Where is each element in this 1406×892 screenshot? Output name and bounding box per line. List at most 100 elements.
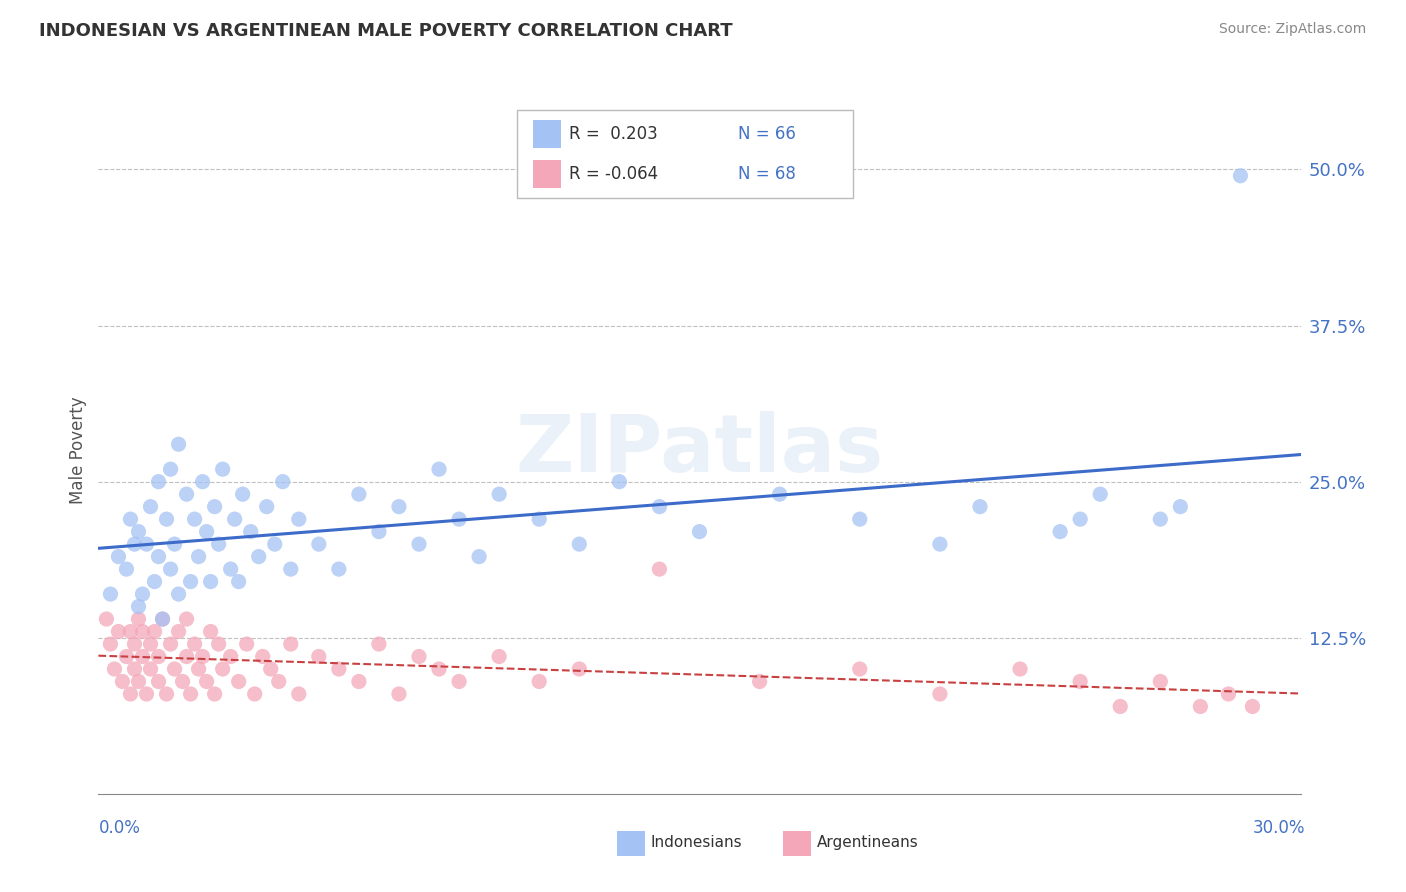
Point: [139, 637, 162, 651]
Y-axis label: Male Poverty: Male Poverty: [69, 397, 87, 504]
Text: Argentineans: Argentineans: [817, 836, 918, 850]
Point: [176, 649, 198, 664]
Point: [180, 574, 202, 589]
Point: [139, 662, 162, 676]
Point: [148, 674, 170, 689]
Point: [1149, 674, 1171, 689]
Point: [488, 487, 510, 501]
Point: [163, 537, 186, 551]
Point: [152, 612, 174, 626]
Point: [115, 562, 138, 576]
Point: [100, 587, 122, 601]
Point: [288, 687, 311, 701]
Point: [155, 512, 177, 526]
Point: [200, 574, 222, 589]
Point: [529, 674, 551, 689]
Point: [176, 612, 198, 626]
Point: [208, 637, 231, 651]
Point: [143, 624, 166, 639]
Point: [163, 662, 186, 676]
Point: [368, 637, 391, 651]
Point: [135, 537, 157, 551]
Point: [187, 549, 209, 564]
Point: [148, 475, 170, 489]
Point: [1229, 169, 1251, 183]
Point: [120, 624, 142, 639]
Point: [1170, 500, 1192, 514]
Point: [195, 524, 218, 539]
Point: [447, 512, 470, 526]
Point: [1149, 512, 1171, 526]
Point: [200, 624, 222, 639]
Point: [131, 649, 153, 664]
Point: [308, 649, 330, 664]
Point: [1189, 699, 1212, 714]
Point: [195, 674, 218, 689]
Point: [148, 649, 170, 664]
Point: [1109, 699, 1132, 714]
Point: [280, 562, 302, 576]
Point: [167, 437, 190, 451]
Point: [288, 512, 311, 526]
Point: [529, 512, 551, 526]
Point: [204, 687, 226, 701]
Point: [929, 687, 952, 701]
Point: [1241, 699, 1264, 714]
Text: Indonesians: Indonesians: [651, 836, 742, 850]
Point: [120, 687, 142, 701]
Point: [388, 687, 411, 701]
Point: [1069, 512, 1091, 526]
Point: [107, 549, 129, 564]
Point: [239, 524, 262, 539]
Point: [267, 674, 290, 689]
Point: [224, 512, 246, 526]
Point: [152, 612, 174, 626]
Point: [929, 537, 952, 551]
Point: [768, 487, 790, 501]
Point: [260, 662, 283, 676]
Point: [347, 487, 370, 501]
Point: [176, 487, 198, 501]
Text: N = 66: N = 66: [738, 125, 796, 143]
Point: [159, 637, 181, 651]
Point: [1218, 687, 1240, 701]
Point: [280, 637, 302, 651]
Point: [211, 462, 233, 476]
Point: [100, 637, 122, 651]
Point: [247, 549, 270, 564]
Text: R =  0.203: R = 0.203: [569, 125, 658, 143]
Point: [228, 674, 250, 689]
Text: 30.0%: 30.0%: [1253, 819, 1305, 837]
Point: [388, 500, 411, 514]
Point: [139, 500, 162, 514]
Point: [128, 524, 150, 539]
Point: [368, 524, 391, 539]
Point: [468, 549, 491, 564]
Point: [427, 662, 450, 676]
Point: [131, 624, 153, 639]
Point: [408, 537, 430, 551]
Point: [172, 674, 194, 689]
Point: [155, 687, 177, 701]
Point: [1088, 487, 1111, 501]
Point: [96, 612, 118, 626]
Point: [124, 662, 146, 676]
Point: [183, 512, 205, 526]
Point: [128, 674, 150, 689]
Point: [447, 674, 470, 689]
Point: [219, 562, 242, 576]
Point: [148, 549, 170, 564]
Point: [328, 662, 350, 676]
Point: [256, 500, 278, 514]
Point: [228, 574, 250, 589]
Point: [1010, 662, 1032, 676]
Point: [235, 637, 257, 651]
Point: [232, 487, 254, 501]
Text: Source: ZipAtlas.com: Source: ZipAtlas.com: [1219, 22, 1367, 37]
Point: [191, 649, 214, 664]
Point: [408, 649, 430, 664]
Point: [115, 649, 138, 664]
Point: [1049, 524, 1071, 539]
Point: [1069, 674, 1091, 689]
Point: [488, 649, 510, 664]
